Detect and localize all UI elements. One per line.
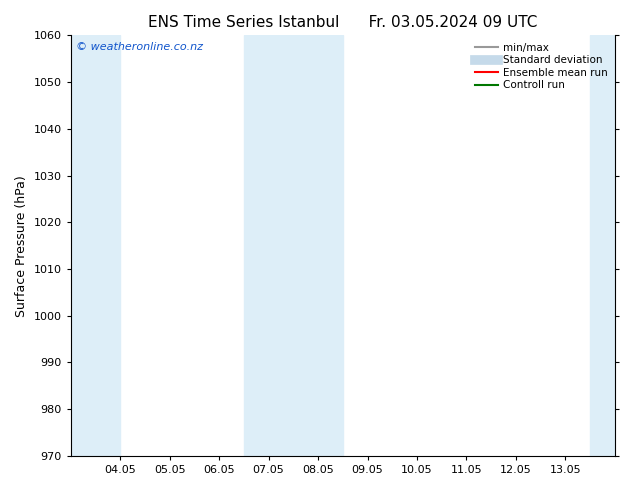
Bar: [71, 35, 120, 456]
Bar: [244, 35, 343, 456]
Bar: [590, 35, 634, 456]
Y-axis label: Surface Pressure (hPa): Surface Pressure (hPa): [15, 175, 28, 317]
Text: © weatheronline.co.nz: © weatheronline.co.nz: [76, 42, 203, 51]
Legend: min/max, Standard deviation, Ensemble mean run, Controll run: min/max, Standard deviation, Ensemble me…: [472, 41, 610, 93]
Title: ENS Time Series Istanbul      Fr. 03.05.2024 09 UTC: ENS Time Series Istanbul Fr. 03.05.2024 …: [148, 15, 538, 30]
